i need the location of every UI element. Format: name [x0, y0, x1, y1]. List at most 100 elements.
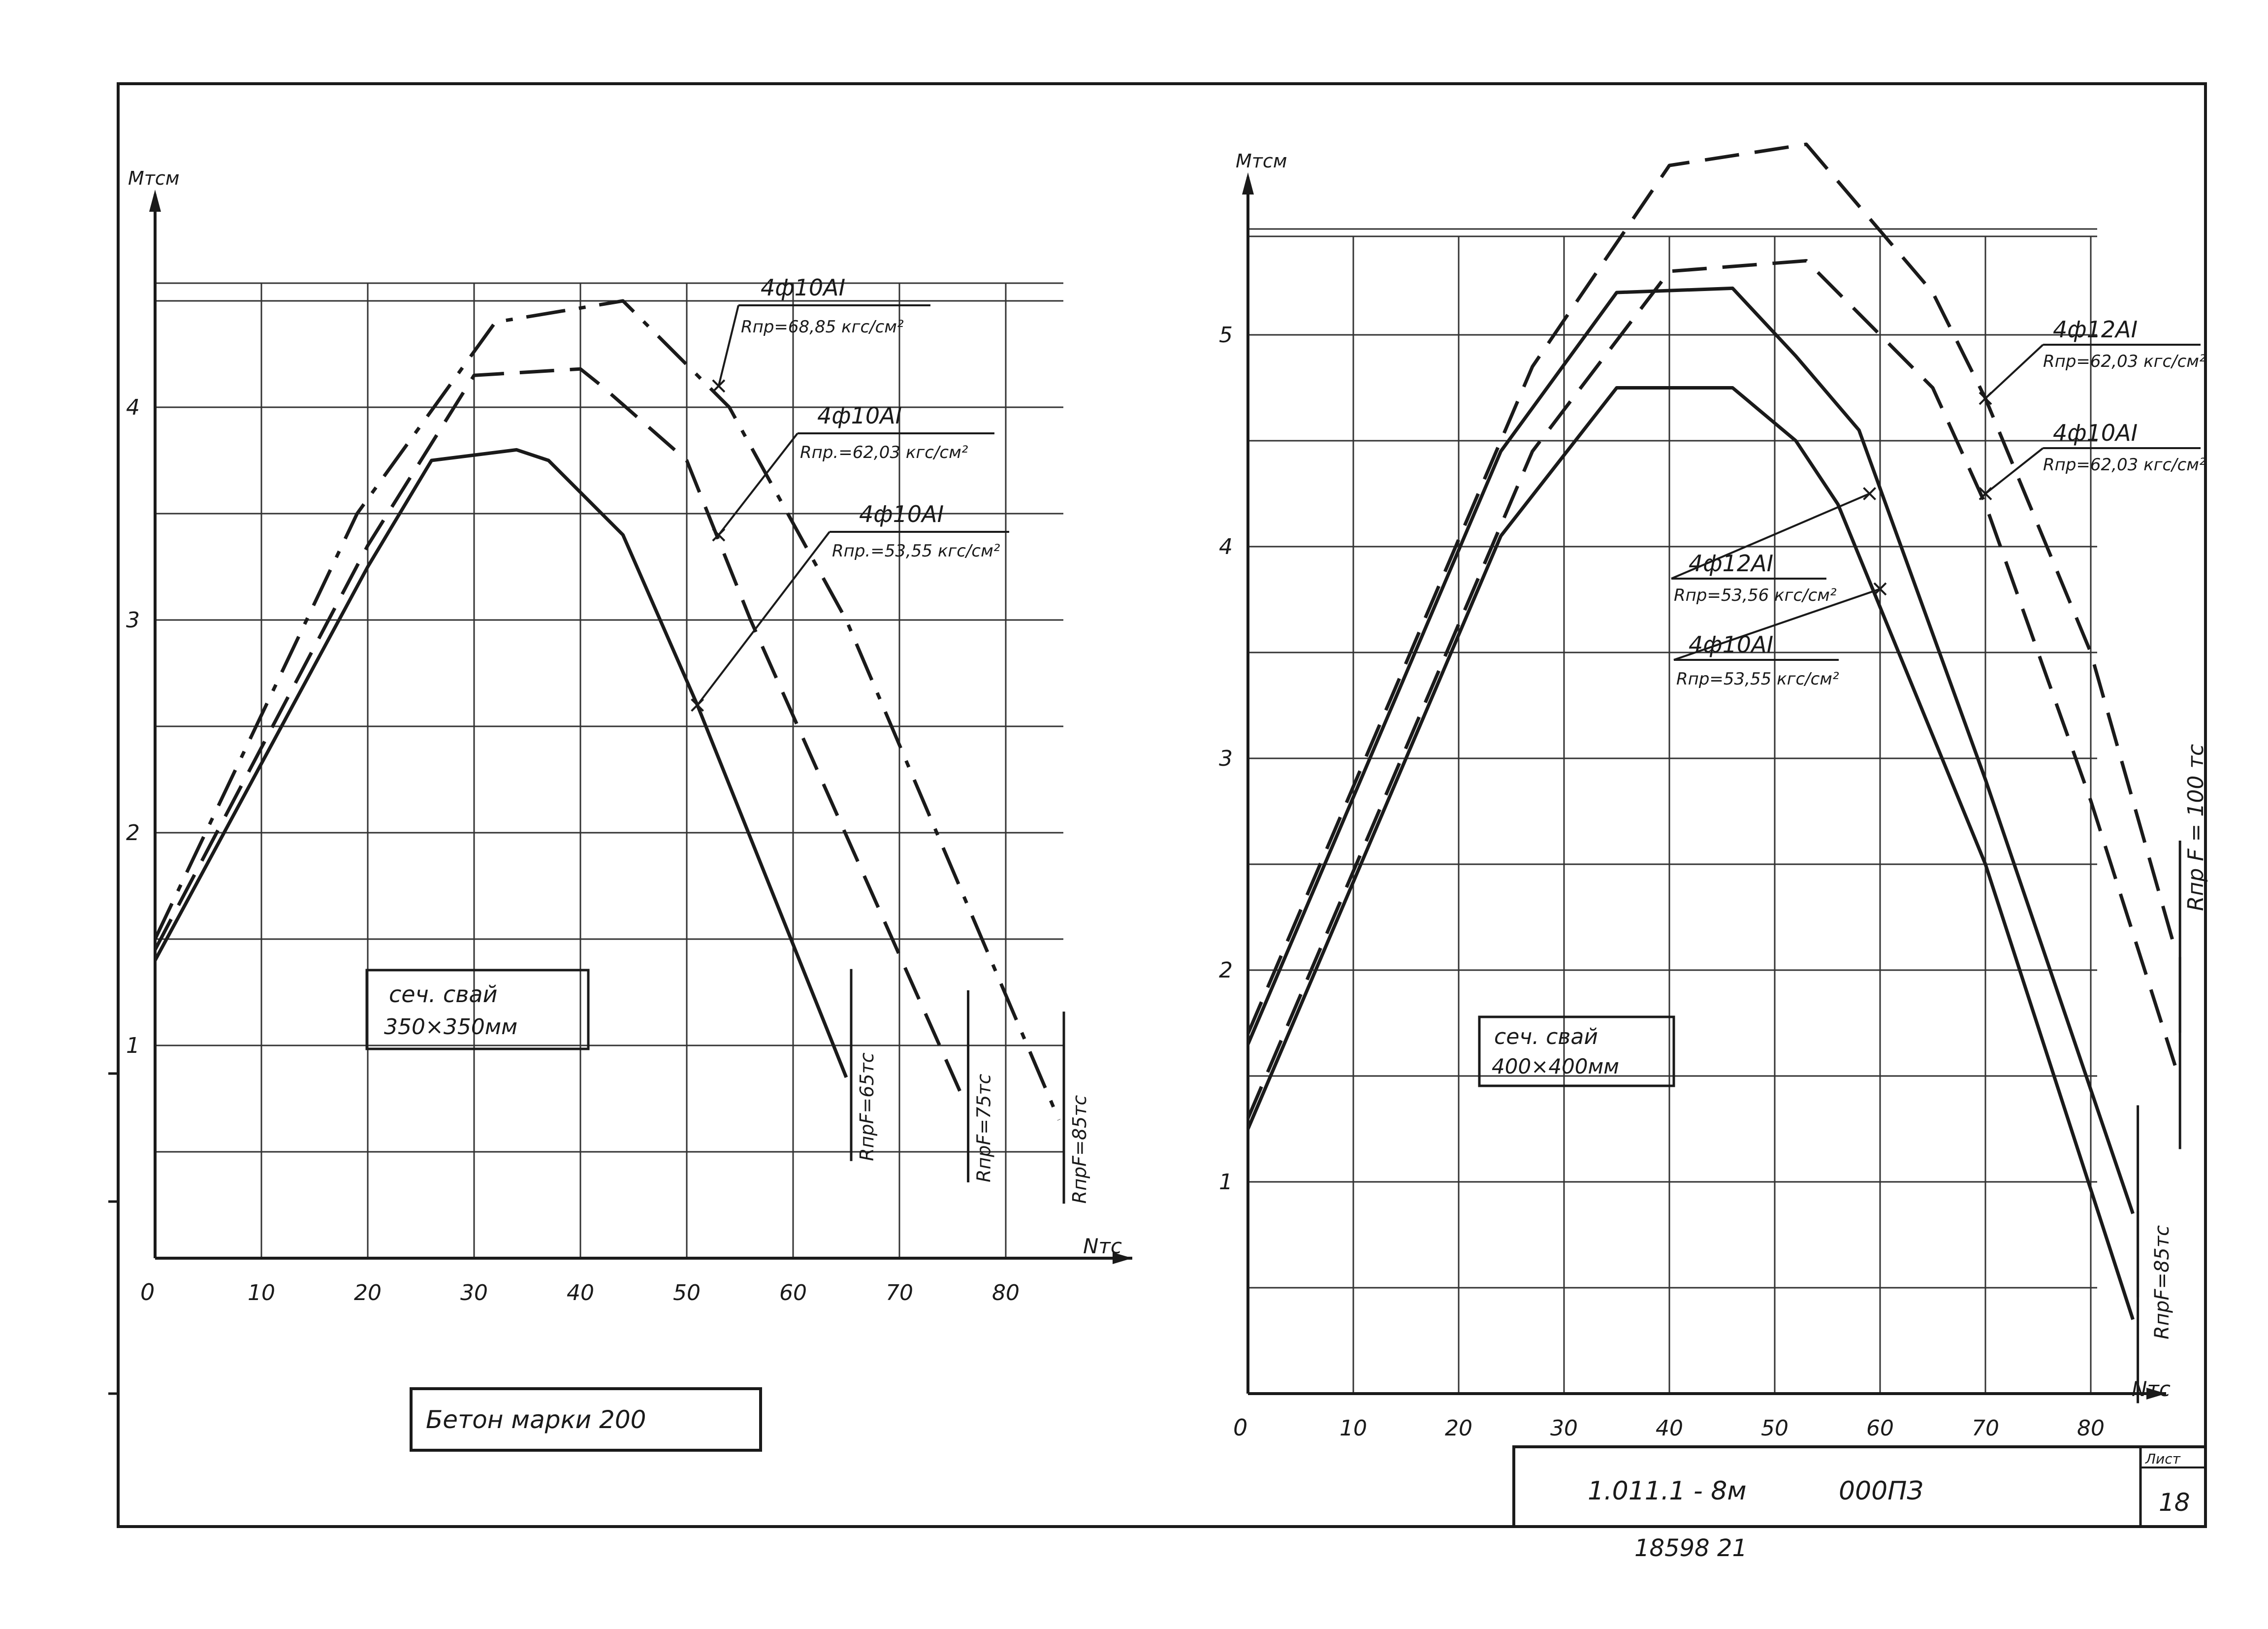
concrete-grade-box: Бетон марки 200	[410, 1387, 762, 1452]
chart-pile-350: RпрF=85тс 4ф10АI Rпр=68,85 кгс/см² RпрF=75т…	[126, 167, 1132, 1305]
stamp-document: 000ПЗ	[1839, 1476, 1923, 1506]
callout-point	[1873, 582, 1887, 596]
y-tick-label: 1	[126, 1033, 140, 1058]
chart-2-section-label-1: сеч. свай	[1494, 1024, 1598, 1049]
chart-1-axes	[149, 190, 1132, 1264]
chart-2-grid	[1247, 228, 2097, 1394]
chart-2-limit-label-lower: RпрF=85тс	[2151, 1225, 2173, 1339]
chart-1-section-label-2: 350×350мм	[384, 1014, 517, 1040]
x-tick-label: 20	[354, 1280, 382, 1305]
callout-point	[712, 379, 726, 393]
chart-2-tick-labels: 10 20 30 40 50 60 70 80 1 2 3 4 5	[1219, 323, 2105, 1441]
sheet-frame	[117, 82, 2207, 1528]
chart-2-axes	[1242, 172, 2166, 1400]
x-tick-label: 20	[1445, 1416, 1472, 1441]
series-label-strength: Rпр=53,55 кгс/см²	[1676, 669, 1839, 689]
limit-label: RпрF=75тс	[973, 1074, 995, 1182]
callout-point	[1979, 391, 1992, 405]
chart-2-origin-label: 0	[1233, 1414, 1247, 1441]
chart-1-grid	[154, 282, 1063, 1258]
x-tick-label: 10	[1340, 1416, 1367, 1441]
series-label-reinforcement: 4ф10АI	[2053, 420, 2138, 446]
series-line	[1246, 259, 2177, 1119]
callout-point	[712, 528, 726, 542]
stamp-code: 1.011.1 - 8м	[1588, 1476, 1747, 1506]
series-line	[153, 299, 1061, 1121]
chart-1-tick-labels: 10 20 30 40 50 60 70 80 1 2 3 4	[126, 395, 1020, 1305]
series-line	[153, 367, 965, 1100]
series-label-reinforcement: 4ф12АI	[2053, 316, 2138, 343]
series-line	[153, 448, 848, 1078]
y-tick-label: 1	[1219, 1170, 1233, 1195]
series-line	[1246, 386, 2135, 1320]
x-tick-label: 40	[1656, 1416, 1683, 1441]
y-axis-arrow	[1242, 172, 1254, 195]
series-label-reinforcement: 4ф10АI	[859, 501, 944, 527]
chart-2-limit-labels: Rпр F = 100 тс RпрF=85тс	[2151, 744, 2208, 1339]
chart-1-section-box: сеч. свай 350×350мм	[365, 969, 590, 1050]
title-stamp: 1.011.1 - 8м 000ПЗ Лист 18	[1512, 1445, 2207, 1528]
limit-label: RпрF=85тс	[1069, 1095, 1090, 1204]
y-tick-label: 3	[1219, 746, 1233, 771]
series-label-strength: Rпр=62,03 кгс/см²	[2043, 352, 2206, 371]
series-label-strength: Rпр=62,03 кгс/см²	[2043, 455, 2206, 475]
archive-number: 18598 21	[1634, 1534, 1747, 1562]
callout-leader	[718, 432, 799, 536]
series-label-reinforcement: 4ф10АI	[817, 402, 902, 429]
x-tick-label: 50	[1761, 1416, 1789, 1441]
chart-1-origin-label: 0	[140, 1279, 155, 1305]
stamp-sheet-number: 18	[2159, 1488, 2190, 1517]
x-tick-label: 70	[1972, 1416, 1999, 1441]
callout-leader	[1984, 447, 2044, 495]
stamp-sheet-label: Лист	[2145, 1451, 2181, 1467]
series-label-strength: Rпр.=53,55 кгс/см²	[832, 541, 1000, 561]
x-tick-label: 60	[1866, 1416, 1894, 1441]
chart-2-section-box: сеч. свай 400×400мм	[1478, 1015, 1675, 1087]
chart-2-section-label-2: 400×400мм	[1492, 1054, 1619, 1078]
chart-1-x-axis-label: Nтс	[1083, 1234, 1122, 1258]
x-axis-arrow	[2146, 1388, 2166, 1400]
chart-2-series: 4ф12АI Rпр=62,03 кгс/см² 4ф10АI Rпр=62,03 к…	[1246, 142, 2206, 1403]
y-tick-label: 2	[1219, 958, 1233, 983]
chart-2-x-axis-label: Nтс	[2132, 1377, 2171, 1401]
y-tick-label: 4	[126, 395, 140, 420]
x-axis-arrow	[1113, 1252, 1132, 1264]
y-tick-label: 3	[126, 608, 140, 633]
callout-leader	[717, 305, 739, 387]
y-axis-arrow	[149, 190, 161, 212]
callout-leader	[697, 531, 831, 706]
x-tick-label: 40	[567, 1280, 594, 1305]
x-tick-label: 80	[992, 1280, 1020, 1305]
chart-2-limit-label-upper: Rпр F = 100 тс	[2183, 744, 2208, 911]
x-tick-label: 30	[460, 1280, 488, 1305]
concrete-grade-label: Бетон марки 200	[426, 1405, 646, 1434]
y-tick-label: 2	[126, 820, 140, 846]
x-tick-label: 50	[673, 1280, 701, 1305]
x-tick-label: 70	[886, 1280, 913, 1305]
chart-pile-400: 4ф12АI Rпр=62,03 кгс/см² 4ф10АI Rпр=62,03 к…	[1219, 142, 2208, 1441]
series-label-reinforcement: 4ф10АI	[761, 274, 845, 301]
limit-label: RпрF=65тс	[856, 1052, 878, 1161]
x-tick-label: 30	[1550, 1416, 1578, 1441]
x-tick-label: 10	[248, 1280, 275, 1305]
callout-leader	[1671, 492, 1870, 580]
series-label-strength: Rпр.=62,03 кгс/см²	[800, 443, 968, 462]
series-line	[1246, 286, 2135, 1214]
callout-leader	[1673, 588, 1881, 661]
chart-1-section-label-1: сеч. свай	[389, 981, 498, 1008]
y-tick-label: 4	[1219, 534, 1233, 559]
chart-2-y-axis-label: Мтсм	[1236, 150, 1287, 172]
series-line	[1246, 142, 2177, 1035]
series-label-reinforcement: 4ф12АI	[1689, 550, 1773, 577]
y-tick-label: 5	[1219, 323, 1233, 348]
callout-point	[1979, 487, 1992, 500]
x-tick-label: 60	[779, 1280, 807, 1305]
series-label-strength: Rпр=68,85 кгс/см²	[741, 317, 904, 337]
x-tick-label: 80	[2077, 1416, 2105, 1441]
chart-1-y-axis-label: Мтсм	[128, 167, 179, 189]
callout-point	[1863, 487, 1877, 500]
series-label-reinforcement: 4ф10АI	[1689, 631, 1773, 658]
series-label-strength: Rпр=53,56 кгс/см²	[1674, 586, 1837, 605]
callout-leader	[1984, 344, 2044, 399]
